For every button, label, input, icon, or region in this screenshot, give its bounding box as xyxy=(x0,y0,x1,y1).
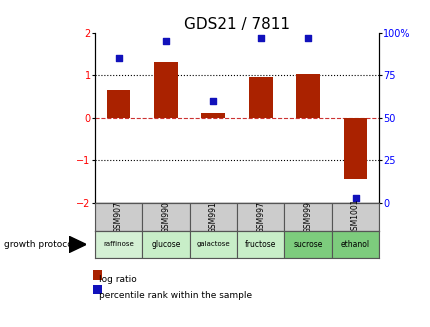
Text: ethanol: ethanol xyxy=(340,240,369,249)
Polygon shape xyxy=(69,236,86,253)
Bar xyxy=(296,74,319,118)
Bar xyxy=(249,77,272,118)
Point xyxy=(304,35,311,41)
Text: fructose: fructose xyxy=(245,240,276,249)
Text: GSM999: GSM999 xyxy=(303,201,312,232)
Bar xyxy=(331,231,378,258)
Bar xyxy=(142,231,189,258)
Text: log ratio: log ratio xyxy=(99,275,137,284)
Text: growth protocol: growth protocol xyxy=(4,240,76,249)
Point xyxy=(351,195,358,200)
Point xyxy=(162,39,169,44)
Bar xyxy=(201,113,225,118)
Text: GSM1001: GSM1001 xyxy=(350,198,359,235)
Text: sucrose: sucrose xyxy=(293,240,322,249)
Point xyxy=(257,35,264,41)
Point xyxy=(115,56,122,61)
Bar xyxy=(284,231,331,258)
Text: GSM907: GSM907 xyxy=(114,201,123,232)
Text: GSM991: GSM991 xyxy=(209,201,217,232)
Bar xyxy=(331,203,378,231)
Bar xyxy=(284,203,331,231)
Title: GDS21 / 7811: GDS21 / 7811 xyxy=(184,17,289,31)
Bar xyxy=(189,231,236,258)
Text: raffinose: raffinose xyxy=(103,241,134,248)
Bar xyxy=(189,203,236,231)
Point xyxy=(209,98,216,103)
Text: glucose: glucose xyxy=(151,240,180,249)
Bar xyxy=(237,203,284,231)
Text: percentile rank within the sample: percentile rank within the sample xyxy=(99,291,252,300)
Bar xyxy=(95,231,142,258)
Text: GSM997: GSM997 xyxy=(256,201,264,232)
Bar xyxy=(343,118,366,179)
Bar xyxy=(154,62,177,118)
Bar xyxy=(95,203,142,231)
Bar xyxy=(142,203,189,231)
Text: GSM990: GSM990 xyxy=(161,201,170,232)
Bar xyxy=(107,90,130,118)
Bar xyxy=(237,231,284,258)
Text: galactose: galactose xyxy=(196,241,230,248)
